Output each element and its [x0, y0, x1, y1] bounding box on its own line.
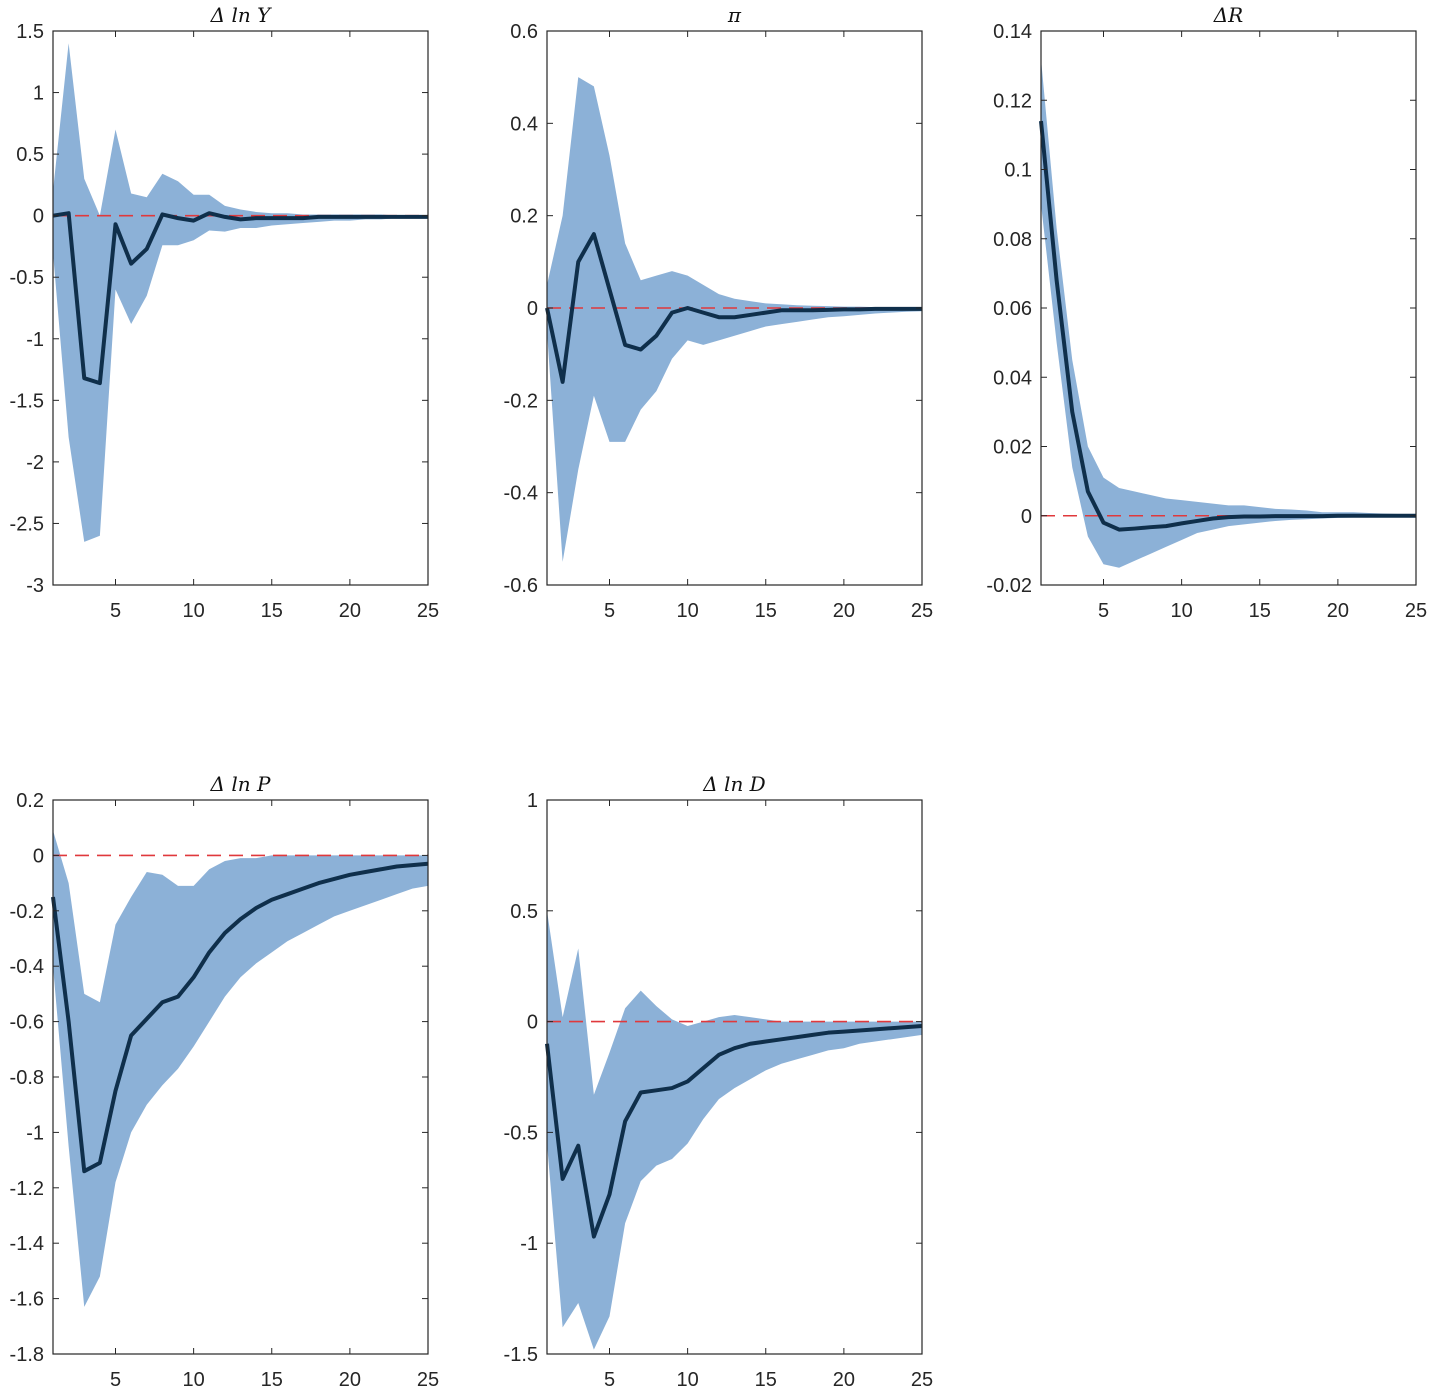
y-tick-label: 0 [33, 845, 44, 867]
y-tick-label: 0.08 [993, 229, 1032, 251]
x-tick-label: 15 [755, 600, 777, 622]
y-tick-label: 1.5 [16, 21, 44, 43]
plot-area [53, 31, 428, 585]
x-tick-label: 25 [1405, 600, 1427, 622]
axes-frame [52, 30, 429, 586]
x-tick-label: 20 [1327, 600, 1349, 622]
y-tick-label: -0.8 [10, 1067, 44, 1089]
y-tick-label: 0.4 [510, 113, 538, 135]
y-tick-label: -1.5 [10, 390, 44, 412]
y-tick-label: -0.5 [504, 1122, 538, 1144]
panel-title: Δ ln D [702, 772, 765, 796]
y-tick-label: 0 [1021, 506, 1032, 528]
x-tick-label: 20 [833, 600, 855, 622]
y-tick-label: 0.2 [510, 206, 538, 228]
y-tick-label: -1.6 [10, 1289, 44, 1311]
credible-band [53, 43, 428, 542]
y-tick-label: -2 [26, 452, 44, 474]
median-response-line [52, 211, 428, 386]
y-tick-label: 0 [527, 1012, 538, 1034]
y-tick-label: 0.1 [1004, 160, 1032, 182]
panel-dlny: 5 10 15 20 25 -3 -2.5 -2 -1.5 -1 -0.5 0 0.5 1 1.5 Δ ln … [10, 3, 440, 622]
x-tick-label: 20 [339, 600, 361, 622]
y-tick-label: -1.8 [10, 1344, 44, 1366]
x-tick-label: 10 [677, 600, 699, 622]
x-tick-label: 25 [911, 1369, 933, 1389]
y-tick-label: 0.06 [993, 298, 1032, 320]
y-tick-label: 0.5 [16, 144, 44, 166]
y-tick-label: -1.2 [10, 1178, 44, 1200]
credible-band [547, 77, 922, 562]
y-tick-label: 1 [33, 83, 44, 105]
y-tick-label: 0.04 [993, 367, 1032, 389]
y-tick-label: 0 [33, 206, 44, 228]
y-tick-label: 0.12 [993, 90, 1032, 112]
median-response-line [1039, 120, 1416, 532]
x-tick-label: 5 [604, 1369, 615, 1389]
x-tick-label: 5 [110, 600, 121, 622]
x-tick-label: 20 [339, 1369, 361, 1389]
x-tick-label: 5 [1098, 600, 1109, 622]
x-tick-label: 5 [110, 1369, 121, 1389]
y-tick-label: -2.5 [10, 513, 44, 535]
x-tick-label: 15 [261, 1369, 283, 1389]
credible-band [53, 830, 428, 1307]
panel-title: Δ ln P [210, 772, 271, 796]
y-tick-label: -0.4 [504, 483, 538, 505]
y-tick-label: -0.6 [10, 1012, 44, 1034]
panel-title: Δ ln Y [210, 3, 272, 27]
y-tick-label: 0.5 [510, 901, 538, 923]
x-tick-label: 25 [417, 1369, 439, 1389]
y-tick-label: -1 [26, 1122, 44, 1144]
y-tick-label: 0.2 [16, 790, 44, 812]
panel-dr: 5 10 15 20 25 -0.02 0 0.02 0.04 0.06 0.08 0.1 0.12 0.… [986, 3, 1427, 622]
panel-dlnd: 5 10 15 20 25 -1.5 -1 -0.5 0 0.5 1 Δ ln D [504, 772, 934, 1389]
y-tick-label: 0 [527, 298, 538, 320]
median-response-line [51, 861, 429, 1174]
x-tick-label: 5 [604, 600, 615, 622]
x-tick-label: 10 [677, 1369, 699, 1389]
credible-band [547, 910, 922, 1350]
x-tick-label: 10 [183, 1369, 205, 1389]
x-tick-label: 10 [183, 600, 205, 622]
x-tick-label: 10 [1171, 600, 1193, 622]
y-tick-label: -1 [26, 329, 44, 351]
y-tick-label: -0.6 [504, 575, 538, 597]
y-tick-label: -0.5 [10, 267, 44, 289]
y-tick-label: -0.2 [504, 390, 538, 412]
y-tick-label: 0.02 [993, 437, 1032, 459]
y-tick-label: -1.4 [10, 1233, 44, 1255]
y-tick-label: -0.02 [986, 575, 1032, 597]
median-response-line [545, 232, 922, 384]
panel-pi: 5 10 15 20 25 -0.6 -0.4 -0.2 0 0.2 0.4 0.6 π [504, 3, 934, 622]
x-tick-label: 15 [261, 600, 283, 622]
x-tick-label: 25 [911, 600, 933, 622]
x-tick-label: 15 [1249, 600, 1271, 622]
y-tick-label: -0.4 [10, 956, 44, 978]
x-tick-label: 15 [755, 1369, 777, 1389]
panel-title: π [727, 3, 742, 27]
x-tick-label: 20 [833, 1369, 855, 1389]
y-tick-label: -3 [26, 575, 44, 597]
median-response-line [545, 1024, 923, 1239]
y-tick-label: -1 [520, 1233, 538, 1255]
y-tick-label: 0.14 [993, 21, 1032, 43]
y-tick-label: 1 [527, 790, 538, 812]
panel-title: ΔR [1213, 3, 1244, 27]
axes-frame [546, 799, 923, 1355]
y-tick-label: -1.5 [504, 1344, 538, 1366]
y-tick-label: 0.6 [510, 21, 538, 43]
panel-dlnp: 5 10 15 20 25 -1.8 -1.6 -1.4 -1.2 -1 -0.8 -0.6 -0.4 -… [10, 772, 440, 1389]
x-tick-label: 25 [417, 600, 439, 622]
y-tick-label: -0.2 [10, 901, 44, 923]
